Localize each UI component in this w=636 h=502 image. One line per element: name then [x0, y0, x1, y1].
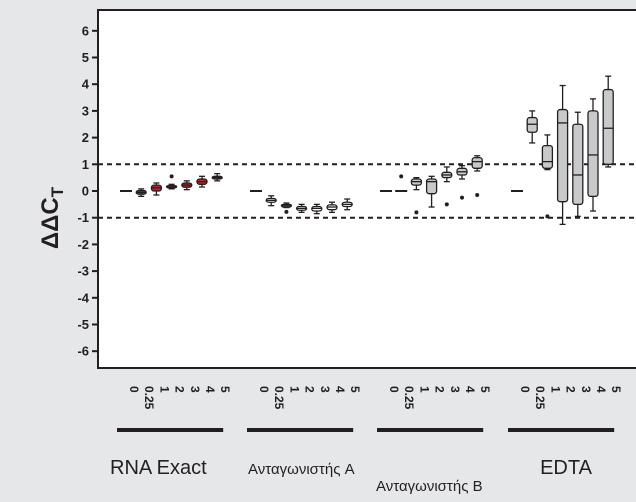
y-tick-label: 2 [82, 130, 89, 145]
x-tick-label: 3 [579, 386, 593, 393]
outlier-point [169, 174, 174, 179]
outlier-point [545, 214, 550, 219]
box [471, 156, 483, 169]
outlier-point [284, 209, 289, 214]
box-series [120, 75, 614, 226]
box [572, 123, 584, 205]
x-tick-label: 0 [387, 386, 401, 393]
y-tick-label: 6 [82, 23, 89, 38]
group-label: EDTA [540, 457, 593, 479]
box [425, 178, 438, 195]
y-tick-label: 1 [82, 157, 89, 172]
x-tick-label: 3 [318, 386, 332, 393]
group-label: RNA Exact [110, 457, 207, 479]
y-tick-label: -2 [77, 237, 89, 252]
box [602, 88, 614, 165]
x-tick-label: 1 [157, 386, 171, 393]
x-tick-label: 0 [257, 386, 271, 393]
x-tick-label: 4 [463, 386, 477, 393]
x-tick-label: 1 [417, 386, 431, 393]
y-tick-label: -5 [77, 317, 89, 332]
x-tick-label: 5 [348, 386, 362, 393]
x-tick-label: 2 [564, 386, 578, 393]
y-tick-label: -6 [77, 344, 89, 359]
group-label: Ανταγωνιστής A [248, 461, 355, 478]
x-tick-label: 5 [478, 386, 492, 393]
x-tick-label: 0.25 [533, 386, 547, 410]
x-tick-label: 2 [173, 386, 187, 393]
x-tick-label: 5 [609, 386, 623, 393]
outlier-point [475, 193, 480, 198]
x-tick-label: 1 [287, 386, 301, 393]
x-tick-label: 4 [594, 386, 608, 393]
box [526, 116, 538, 133]
x-tick-label: 0 [127, 386, 141, 393]
x-tick-label: 5 [218, 386, 232, 393]
y-tick-label: -1 [77, 210, 89, 225]
outlier-point [444, 202, 449, 207]
y-tick-label: 0 [82, 184, 89, 199]
x-tick-label: 3 [448, 386, 462, 393]
x-tick-label: 0.25 [402, 386, 416, 410]
x-tick-label: 0 [518, 386, 532, 393]
outlier-point [399, 174, 404, 179]
y-tick-label: -3 [77, 264, 89, 279]
x-tick-label: 1 [548, 386, 562, 393]
x-tick-label: 2 [303, 386, 317, 393]
x-tick-label: 3 [188, 386, 202, 393]
y-tick-label: 3 [82, 103, 89, 118]
x-tick-label: 2 [433, 386, 447, 393]
y-axis: 6 5 4 3 2 1 0 -1 -2 -3 -4 -5 -6 [77, 23, 98, 359]
plot-area [97, 9, 636, 369]
y-tick-label: 5 [82, 50, 89, 65]
x-tick-label: 4 [333, 386, 347, 393]
x-tick-label: 0.25 [142, 386, 156, 410]
x-axis: 0 0.25 1 2 3 4 5 0 0.25 1 2 3 4 5 0 0.25 1 2 3 4 5 0 0.25 1 2 3 4 5 [127, 386, 623, 410]
outlier-point [460, 195, 464, 200]
y-tick-label: 4 [82, 77, 90, 92]
box [556, 108, 569, 203]
group-label: Ανταγωνιστής B [376, 478, 483, 495]
outlier-point [414, 210, 419, 215]
x-tick-label: 4 [203, 386, 217, 393]
group-labels: RNA Exact Ανταγωνιστής A Ανταγωνιστής B EDT… [110, 428, 615, 495]
y-tick-label: -4 [77, 290, 89, 305]
box [541, 144, 554, 169]
x-tick-label: 0.25 [272, 386, 286, 410]
y-axis-label: ΔΔCT [37, 186, 67, 249]
box [587, 110, 599, 197]
